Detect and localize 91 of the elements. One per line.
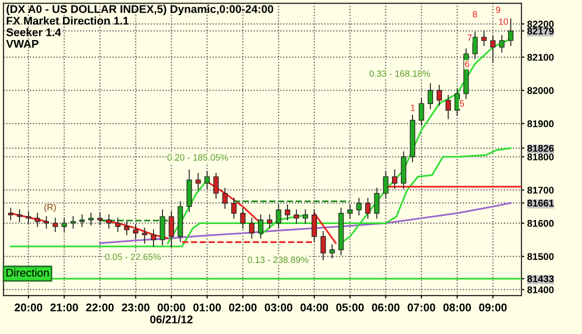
candlestick (392, 170, 398, 189)
candlestick (428, 83, 434, 110)
x-tick-label: 01:00 (193, 304, 221, 312)
candlestick (472, 32, 478, 60)
candlestick (454, 88, 460, 116)
x-tick-label: 09:00 (479, 304, 507, 312)
x-tick-label: 23:00 (122, 304, 150, 312)
candlestick (26, 211, 32, 224)
candlestick (302, 209, 308, 224)
annotation: 0.05 - 22.65% (105, 254, 161, 260)
chart-title: (DX A0 - US DOLLAR INDEX,5) Dynamic,0:00-24:00 (6, 4, 274, 16)
annotation: 9 (496, 6, 500, 14)
annotation: 1 (410, 104, 415, 111)
candlestick (106, 214, 112, 229)
y-tick-label: 81661 (527, 200, 554, 207)
candlestick (383, 171, 388, 199)
x-tick-label: 06:00 (372, 304, 400, 312)
annotation: 0.13 - 238.89% (248, 256, 308, 263)
annotation: 6 (465, 60, 470, 68)
annotation: (R) (44, 204, 56, 212)
candlestick (356, 198, 362, 216)
candlestick (446, 94, 451, 120)
candlestick (142, 228, 148, 244)
candlestick (222, 188, 228, 209)
candlestick (79, 214, 85, 227)
candlestick (266, 214, 272, 229)
candlestick (240, 208, 246, 229)
annotation: Direction (6, 268, 49, 277)
candlestick (213, 172, 219, 199)
candlestick (284, 204, 290, 220)
candlestick (196, 172, 201, 190)
x-tick-label: 00:00 06/21/12 (150, 304, 193, 324)
x-tick-label: 21:00 (50, 304, 78, 312)
y-tick-label: 81700 (527, 186, 554, 194)
candlestick (124, 221, 130, 236)
y-tick-label: 82179 (527, 28, 554, 35)
candlestick (168, 211, 174, 247)
y-tick-label: 81433 (527, 275, 554, 282)
annotation: 0.33 - 168.18% (369, 70, 430, 77)
candlestick (508, 18, 514, 46)
candlestick (499, 35, 504, 53)
y-tick-label: 82100 (527, 54, 554, 61)
candlestick (34, 212, 40, 227)
candlestick (276, 204, 282, 229)
candlestick (490, 35, 496, 63)
candlestick (150, 229, 156, 247)
text: FX Market Direction 1.1 Seeker 1.4 VWAP (6, 16, 129, 48)
candlestick (365, 198, 371, 219)
y-tick-label: 81800 (527, 154, 554, 160)
candlestick (258, 214, 264, 239)
x-tick-label: 03:00 (264, 304, 292, 312)
annotation: 10 (499, 18, 508, 25)
candlestick (374, 188, 380, 219)
candlestick (8, 208, 14, 220)
annotation: 7 (468, 34, 472, 41)
candlestick (436, 84, 442, 106)
candlestick (16, 209, 22, 222)
annotation: 0.20 - 185.05% (167, 154, 228, 161)
y-tick-label: 81400 (527, 286, 554, 294)
candlestick (160, 209, 166, 246)
candlestick (347, 204, 353, 219)
y-tick-label: 81600 (527, 220, 554, 227)
x-tick-label: 08:00 (443, 304, 471, 312)
candlestick (312, 209, 317, 242)
x-tick-label: 07:00 (408, 304, 436, 312)
candlestick (132, 224, 138, 239)
candlestick (70, 216, 76, 229)
candlestick (320, 231, 326, 260)
y-tick-label: 81900 (527, 120, 554, 128)
x-tick-label: 20:00 (14, 304, 42, 312)
candlestick (52, 218, 58, 232)
y-tick-label: 82200 (527, 20, 554, 28)
candlestick (418, 98, 424, 126)
candlestick (481, 30, 487, 46)
candlestick (231, 198, 237, 219)
candlestick (44, 216, 50, 229)
annotation: 5 (460, 100, 464, 107)
annotation: 8 (472, 11, 477, 18)
y-tick-label: 82000 (527, 87, 554, 94)
y-tick-label: 81826 (527, 144, 554, 152)
candlestick (329, 244, 335, 259)
x-tick-label: 05:00 (336, 304, 364, 312)
candlestick (204, 171, 210, 189)
candlestick (294, 209, 300, 224)
candlestick (115, 218, 120, 232)
x-tick-label: 22:00 (86, 304, 114, 312)
candlestick (249, 218, 254, 239)
candlestick (62, 218, 67, 232)
y-tick-label: 81500 (527, 253, 554, 260)
x-tick-label: 02:00 (229, 304, 257, 312)
x-tick-label: 04:00 (300, 304, 328, 312)
